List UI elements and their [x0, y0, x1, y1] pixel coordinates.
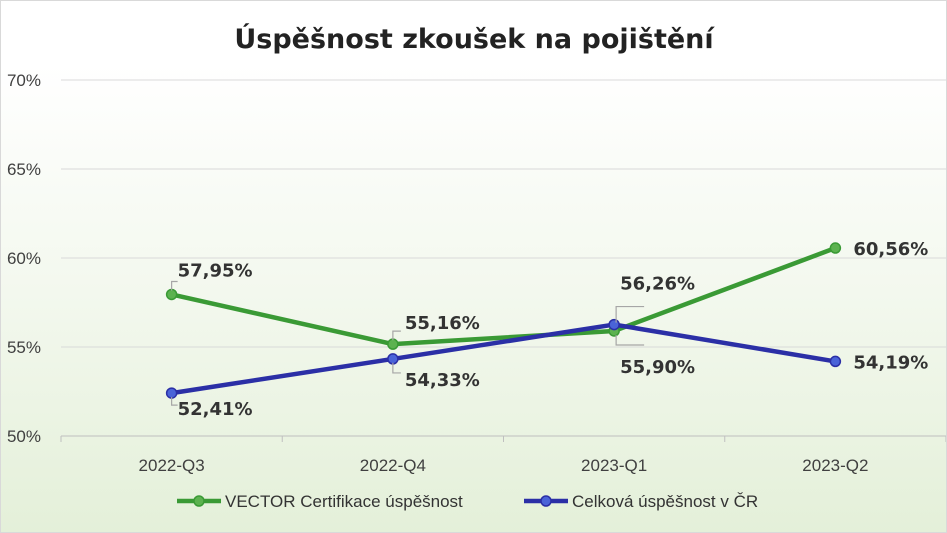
leader-line	[171, 397, 178, 406]
x-tick-label: 2023-Q2	[802, 456, 868, 475]
leader-line	[615, 305, 645, 323]
data-point	[387, 338, 399, 350]
y-tick-label: 60%	[7, 249, 41, 268]
legend-label: VECTOR Certifikace úspěšnost	[225, 492, 463, 511]
y-tick-label: 65%	[7, 160, 41, 179]
legend-label: Celková úspěšnost v ČR	[572, 492, 758, 511]
legend: VECTOR Certifikace úspěšnost Celková úspě…	[177, 492, 758, 511]
data-label: 56,26%	[620, 274, 695, 295]
x-tick-label: 2022-Q4	[360, 456, 426, 475]
leader-line	[171, 280, 178, 291]
legend-swatch-marker	[193, 495, 205, 507]
data-point	[387, 353, 399, 365]
data-label: 57,95%	[178, 260, 253, 281]
data-label: 55,90%	[620, 357, 695, 378]
chart-title: Úspěšnost zkoušek na pojištění	[234, 23, 715, 55]
y-tick-label: 70%	[7, 71, 41, 90]
gridlines	[61, 79, 946, 348]
leader-line	[615, 334, 645, 346]
series-lines	[165, 242, 842, 399]
data-label: 55,16%	[405, 313, 480, 334]
data-label: 52,41%	[178, 399, 253, 420]
data-point	[829, 355, 842, 368]
x-tick-label: 2023-Q1	[581, 456, 647, 475]
data-label: 54,33%	[405, 370, 480, 391]
y-tick-label: 55%	[7, 338, 41, 357]
series-line	[169, 322, 838, 396]
data-point	[608, 318, 620, 331]
data-labels: 57,95% 55,16% 55,90% 60,56% 52,41% 54,33% 56,2…	[171, 239, 928, 420]
legend-swatch-marker	[540, 495, 552, 507]
data-label: 60,56%	[853, 239, 928, 260]
data-point	[829, 242, 842, 254]
data-point	[165, 387, 178, 399]
data-label: 54,19%	[853, 352, 928, 373]
leader-line	[392, 362, 401, 374]
data-point	[165, 288, 178, 301]
leader-line	[392, 330, 401, 341]
axes: 50% 55% 60% 65% 70% 2022-Q3 2022-Q4 2023-Q1 2023…	[7, 71, 946, 475]
y-tick-label: 50%	[7, 427, 41, 446]
series-line	[169, 245, 838, 347]
x-tick-label: 2022-Q3	[139, 456, 205, 475]
